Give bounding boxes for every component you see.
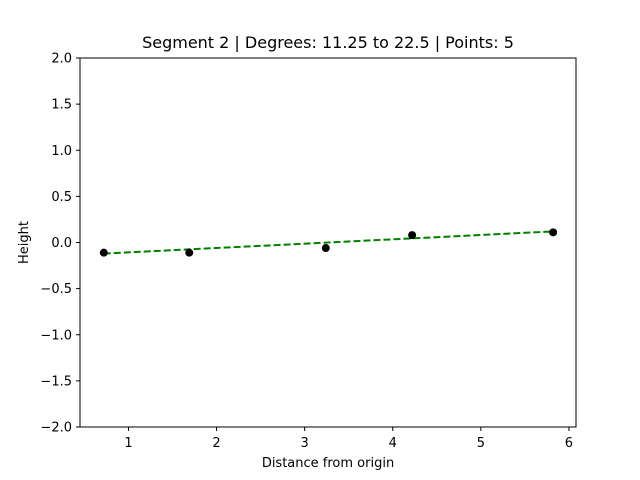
x-axis: 1 2 3 4 5 6 — [124, 427, 573, 451]
y-tick-label: 1.5 — [51, 98, 72, 113]
y-tick-label: −1.0 — [40, 328, 72, 343]
data-point — [99, 248, 108, 257]
x-tick-label: 4 — [389, 436, 397, 451]
y-axis-label: Height — [17, 221, 32, 264]
y-tick-label: −2.0 — [40, 421, 72, 436]
x-axis-label: Distance from origin — [262, 456, 394, 471]
chart-title: Segment 2 | Degrees: 11.25 to 22.5 | Poi… — [142, 33, 514, 52]
x-tick-label: 2 — [212, 436, 220, 451]
data-point — [185, 248, 194, 257]
data-point — [549, 228, 558, 237]
y-tick-label: 2.0 — [51, 52, 72, 67]
y-tick-label: −0.5 — [40, 282, 72, 297]
data-point — [408, 231, 417, 240]
y-tick-label: 0.0 — [51, 236, 72, 251]
x-tick-label: 5 — [477, 436, 485, 451]
x-tick-label: 1 — [124, 436, 132, 451]
y-tick-label: 0.5 — [51, 190, 72, 205]
y-axis: 2.0 1.5 1.0 0.5 0.0 −0.5 −1.0 −1.5 −2.0 — [40, 52, 80, 436]
x-tick-label: 6 — [565, 436, 573, 451]
fit-line — [103, 230, 554, 255]
y-tick-label: −1.5 — [40, 374, 72, 389]
data-point — [321, 244, 330, 253]
x-tick-label: 3 — [301, 436, 309, 451]
y-tick-label: 1.0 — [51, 144, 72, 159]
plot-area — [99, 228, 558, 257]
